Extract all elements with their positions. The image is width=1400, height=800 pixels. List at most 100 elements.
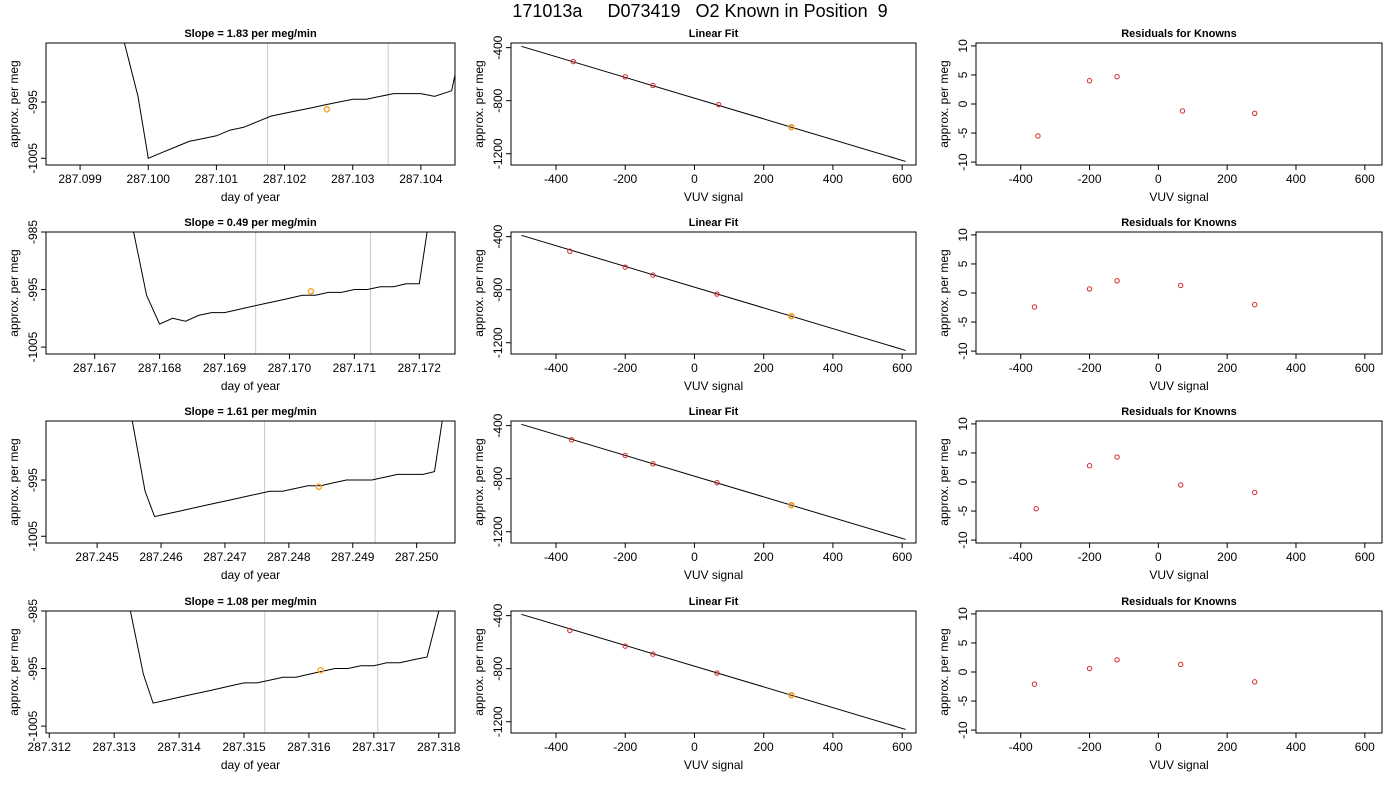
x-tick-label: -200	[1078, 361, 1102, 375]
plot-frame	[45, 420, 456, 544]
chart-panel-1-2: Linear Fit -400 -200 0 200 400 600 -400 -800 -120…	[472, 28, 917, 204]
data-point	[622, 264, 628, 270]
data-point	[1251, 110, 1258, 116]
x-tick-label: 0	[691, 550, 698, 564]
x-tick-label: 200	[754, 740, 774, 754]
x-tick-label: -400	[1009, 361, 1033, 375]
data-point	[622, 643, 628, 649]
x-tick-label: 400	[823, 550, 843, 564]
panel-title: Slope = 0.49 per meg/min	[184, 217, 317, 229]
y-axis-label: approx. per meg	[472, 438, 486, 525]
data-point	[650, 82, 656, 89]
y-axis-label: approx. per meg	[937, 438, 951, 525]
x-tick-label: 287.170	[268, 361, 312, 375]
x-tick-label: 600	[892, 740, 912, 754]
x-tick-label: 0	[691, 740, 698, 754]
y-tick-label: 10	[956, 607, 970, 621]
y-tick-label: 0	[956, 289, 970, 296]
data-point	[1031, 304, 1038, 310]
data-point	[714, 670, 720, 676]
marker-point	[315, 483, 323, 491]
x-tick-label: 400	[823, 361, 843, 375]
y-tick-label: -800	[491, 466, 505, 490]
y-tick-label: 0	[956, 668, 970, 675]
y-tick-label: 10	[956, 228, 970, 242]
y-tick-label: -995	[26, 656, 40, 680]
y-tick-label: -1005	[26, 521, 40, 552]
x-tick-label: 287.100	[127, 172, 171, 186]
x-tick-label: 287.249	[331, 550, 375, 564]
chart-panel-4-1: Slope = 1.08 per meg/min 287.312 287.313 28…	[7, 596, 461, 772]
x-axis-label: day of year	[221, 568, 280, 582]
y-tick-label: -1200	[491, 138, 505, 169]
x-tick-label: -400	[544, 172, 568, 186]
x-axis-label: day of year	[221, 758, 280, 772]
x-axis-label: VUV signal	[1149, 758, 1208, 772]
y-tick-label: -1005	[26, 331, 40, 362]
x-tick-label: 287.313	[92, 740, 136, 754]
panel-title: Linear Fit	[689, 406, 739, 418]
x-tick-label: 287.318	[417, 740, 461, 754]
data-point	[1114, 454, 1120, 460]
x-tick-label: 0	[1155, 172, 1162, 186]
x-tick-label: 287.104	[399, 172, 443, 186]
chart-panel-2-1: Slope = 0.49 per meg/min 287.167 287.168 28…	[7, 217, 456, 393]
data-point	[714, 479, 720, 486]
panel-title: Linear Fit	[689, 596, 739, 608]
y-tick-label: -800	[491, 656, 505, 680]
y-tick-label: -1005	[26, 710, 40, 741]
y-tick-label: -400	[491, 413, 505, 437]
x-tick-label: -400	[544, 550, 568, 564]
y-tick-label: -5	[956, 695, 970, 706]
y-tick-label: 10	[956, 417, 970, 431]
figure-title: 171013a D073419 O2 Known in Position 9	[512, 1, 888, 21]
x-tick-label: 600	[892, 172, 912, 186]
x-tick-label: -400	[1009, 550, 1033, 564]
x-axis-label: VUV signal	[1149, 568, 1208, 582]
x-tick-label: -400	[544, 361, 568, 375]
x-tick-label: 200	[1217, 740, 1237, 754]
y-tick-label: -400	[491, 224, 505, 248]
y-tick-label: -985	[26, 220, 40, 244]
data-point	[1178, 282, 1184, 289]
panel-title: Residuals for Knowns	[1121, 406, 1237, 418]
plot-frame	[510, 231, 917, 355]
x-tick-label: 0	[691, 361, 698, 375]
y-tick-label: -10	[956, 342, 970, 360]
x-tick-label: 287.246	[139, 550, 183, 564]
y-axis-label: approx. per meg	[472, 628, 486, 715]
data-point	[1178, 482, 1184, 488]
y-tick-label: -5	[956, 505, 970, 516]
x-tick-label: 287.312	[28, 740, 72, 754]
x-tick-label: 400	[1286, 740, 1306, 754]
x-tick-label: 600	[1355, 361, 1375, 375]
x-tick-label: 0	[1155, 550, 1162, 564]
y-tick-label: -1005	[26, 143, 40, 174]
chart-panel-3-1: Slope = 1.61 per meg/min 287.245 287.246 28…	[7, 406, 456, 582]
x-tick-label: 400	[1286, 172, 1306, 186]
chart-panel-1-3: Residuals for Knowns -400 -200 0 200 400 600 -1…	[937, 28, 1383, 204]
x-tick-label: 0	[1155, 361, 1162, 375]
x-tick-label: 600	[892, 361, 912, 375]
y-tick-label: 0	[956, 100, 970, 107]
plot-frame	[45, 610, 456, 734]
data-point	[1251, 679, 1258, 685]
data-point	[1114, 278, 1120, 284]
series-line	[131, 421, 443, 518]
x-tick-label: 400	[1286, 361, 1306, 375]
panel-title: Residuals for Knowns	[1121, 217, 1237, 229]
chart-panel-2-3: Residuals for Knowns -400 -200 0 200 400 600 -1…	[937, 217, 1383, 393]
data-point	[622, 74, 628, 80]
series-line	[133, 232, 428, 325]
highlight-point	[788, 312, 795, 320]
highlight-point	[788, 123, 795, 131]
y-axis-label: approx. per meg	[937, 60, 951, 147]
fit-line	[521, 613, 906, 730]
series-line	[129, 611, 440, 704]
x-tick-label: -400	[544, 740, 568, 754]
data-point	[715, 101, 722, 108]
y-tick-label: 5	[956, 449, 970, 456]
plot-frame	[45, 42, 456, 166]
data-point	[1178, 661, 1184, 668]
